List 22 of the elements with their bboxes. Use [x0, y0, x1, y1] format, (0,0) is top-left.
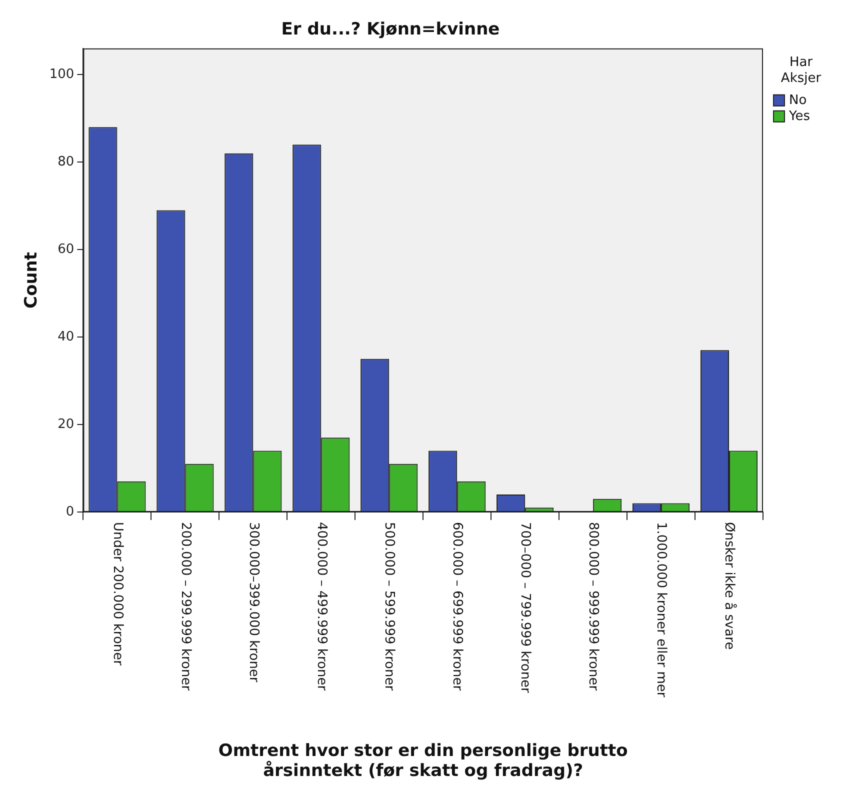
y-tick-label: 20 — [58, 416, 74, 432]
y-tick-label: 40 — [58, 329, 74, 344]
x-tick-label: 800.000 – 999.999 kroner — [586, 522, 601, 692]
x-tick-label: 200.000 – 299.999 kroner — [178, 522, 193, 692]
x-tick-label: 400.000 – 499.999 kroner — [314, 522, 329, 692]
x-tick-label: Under 200.000 kroner — [110, 522, 125, 666]
y-tick-label: 0 — [66, 504, 74, 520]
y-tick-label: 80 — [58, 154, 74, 170]
x-tick-label: 300.000–399.000 kroner — [246, 522, 261, 683]
legend-label: Yes — [788, 108, 810, 124]
y-tick-label: 100 — [49, 67, 74, 82]
x-tick-label: 700–000 – 799.999 kroner — [518, 522, 533, 694]
y-axis-title: Count — [22, 252, 42, 308]
x-axis-title: Omtrent hvor stor er din personlige brutto årsinntekt (før skatt og fradrag)? — [218, 740, 628, 782]
x-tick-label: 1.000.000 kroner eller mer — [654, 522, 669, 698]
x-tick-label: Ønsker ikke å svare — [722, 522, 738, 650]
x-tick-label: 600.000 – 699.999 kroner — [450, 522, 465, 692]
x-tick-label: 500.000 – 599.999 kroner — [382, 522, 397, 692]
legend-label: No — [789, 92, 807, 108]
chart-title: Er du...? Kjønn=kvinne — [281, 20, 500, 40]
legend-title: Har Aksjer — [780, 54, 822, 86]
y-tick-label: 60 — [58, 242, 74, 257]
